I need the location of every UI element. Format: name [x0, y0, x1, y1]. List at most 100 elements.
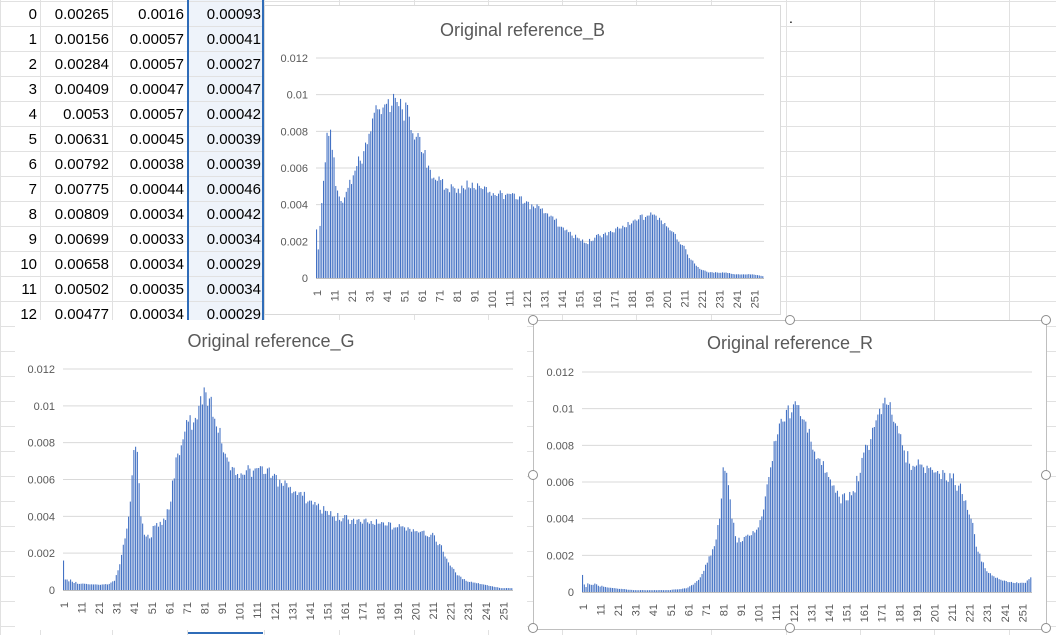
value-cell[interactable]: 0.00042: [206, 106, 261, 123]
value-cell[interactable]: 0.00057: [129, 56, 184, 73]
value-cell[interactable]: 0.00477: [54, 306, 109, 323]
value-cell[interactable]: 0.00775: [54, 181, 109, 198]
value-cell[interactable]: 0.00038: [129, 156, 184, 173]
bar: [416, 531, 418, 590]
value-cell[interactable]: 0.00029: [206, 306, 261, 323]
bar: [968, 514, 970, 592]
row-index-cell[interactable]: 3: [28, 81, 37, 98]
value-cell[interactable]: 0.00045: [129, 131, 184, 148]
bar: [384, 525, 386, 590]
row-index-cell[interactable]: 4: [28, 106, 37, 123]
value-cell[interactable]: 0.00699: [54, 231, 109, 248]
value-cell[interactable]: 0.00044: [129, 181, 184, 198]
value-cell[interactable]: 0.00034: [206, 281, 261, 298]
value-cell[interactable]: 0.00809: [54, 206, 109, 223]
row-index-cell[interactable]: 6: [28, 156, 37, 173]
bar: [620, 588, 622, 592]
bar: [407, 104, 409, 278]
row-index-cell[interactable]: 2: [28, 56, 37, 73]
bar: [585, 243, 587, 278]
bar: [701, 573, 703, 592]
bar: [335, 185, 337, 278]
bar: [762, 276, 764, 278]
bar: [717, 525, 719, 592]
bar: [753, 274, 755, 278]
row-index-cell[interactable]: 8: [28, 206, 37, 223]
value-cell[interactable]: 0.00035: [129, 281, 184, 298]
resize-handle-top-center[interactable]: [785, 315, 795, 325]
value-cell[interactable]: 0.00284: [54, 56, 109, 73]
resize-handle-bottom-right[interactable]: [1041, 623, 1051, 633]
value-cell[interactable]: 0.00502: [54, 281, 109, 298]
resize-handle-middle-right[interactable]: [1041, 470, 1051, 480]
value-cell[interactable]: 0.00034: [129, 256, 184, 273]
value-cell[interactable]: 0.00034: [129, 206, 184, 223]
bar: [970, 518, 972, 592]
chart-original-reference-b[interactable]: Original reference_B 0 0.002 0.004 0.006 0.00…: [264, 5, 781, 315]
resize-handle-top-left[interactable]: [528, 315, 538, 325]
chart-original-reference-g[interactable]: Original reference_G 0 0.002 0.004 0.006 0.00…: [15, 320, 527, 630]
value-cell[interactable]: 0.00042: [206, 206, 261, 223]
value-cell[interactable]: 0.00047: [206, 81, 261, 98]
value-cell[interactable]: 0.00034: [129, 306, 184, 323]
value-cell[interactable]: 0.0053: [63, 106, 109, 123]
value-cell[interactable]: 0.00631: [54, 131, 109, 148]
x-tick-label: 31: [112, 602, 124, 614]
value-cell[interactable]: 0.00057: [129, 31, 184, 48]
bar: [638, 219, 640, 278]
value-cell[interactable]: 0.00156: [54, 31, 109, 48]
resize-handle-middle-left[interactable]: [528, 470, 538, 480]
value-cell[interactable]: 0.00792: [54, 156, 109, 173]
value-cell[interactable]: 0.00047: [129, 81, 184, 98]
bar: [513, 193, 515, 278]
row-index-cell[interactable]: 0: [28, 6, 37, 23]
bar: [463, 579, 465, 590]
resize-handle-bottom-center[interactable]: [785, 623, 795, 633]
bar: [391, 105, 393, 278]
resize-handle-bottom-left[interactable]: [528, 623, 538, 633]
row-index-cell[interactable]: 11: [21, 281, 37, 298]
bar: [305, 503, 307, 590]
value-cell[interactable]: 0.00039: [206, 156, 261, 173]
row-index-cell[interactable]: 10: [20, 256, 37, 273]
bar: [587, 583, 589, 592]
value-cell[interactable]: 0.0016: [138, 6, 184, 23]
bar: [401, 109, 403, 278]
bar: [256, 468, 258, 590]
bar: [536, 204, 538, 278]
bar: [736, 274, 738, 278]
value-cell[interactable]: 0.00034: [206, 231, 261, 248]
value-cell[interactable]: 0.00093: [206, 6, 261, 23]
chart-original-reference-r[interactable]: Original reference_R 0 0.002 0.004 0.006 0.00…: [533, 320, 1047, 630]
value-cell[interactable]: 0.00041: [206, 31, 261, 48]
x-tick-label: 1: [578, 604, 590, 610]
value-cell[interactable]: 0.00027: [206, 56, 261, 73]
row-index-cell[interactable]: 9: [28, 231, 37, 248]
row-index-cell[interactable]: 1: [28, 31, 37, 48]
row-index-cell[interactable]: 5: [28, 131, 37, 148]
bar: [791, 412, 793, 592]
value-cell[interactable]: 0.00046: [206, 181, 261, 198]
bar: [370, 521, 372, 590]
x-tick-label: 21: [347, 290, 359, 302]
value-cell[interactable]: 0.00033: [129, 231, 184, 248]
bar: [872, 427, 874, 592]
x-tick-label: 181: [375, 602, 387, 620]
value-cell[interactable]: 0.00057: [129, 106, 184, 123]
row-index-cell[interactable]: 12: [20, 306, 37, 323]
bar: [379, 109, 381, 278]
value-cell[interactable]: 0.00658: [54, 256, 109, 273]
bar: [166, 509, 168, 590]
bar: [582, 574, 584, 592]
value-cell[interactable]: 0.00029: [206, 256, 261, 273]
value-cell[interactable]: 0.00039: [206, 131, 261, 148]
row-index-cell[interactable]: 7: [28, 181, 37, 198]
chart-g-plot: Original reference_G 0 0.002 0.004 0.006 0.00…: [27, 331, 513, 620]
bar: [443, 189, 445, 278]
chart-title: Original reference_R: [707, 333, 873, 354]
bar: [666, 226, 668, 278]
bar: [282, 485, 284, 590]
resize-handle-top-right[interactable]: [1041, 315, 1051, 325]
value-cell[interactable]: 0.00265: [54, 6, 109, 23]
value-cell[interactable]: 0.00409: [54, 81, 109, 98]
